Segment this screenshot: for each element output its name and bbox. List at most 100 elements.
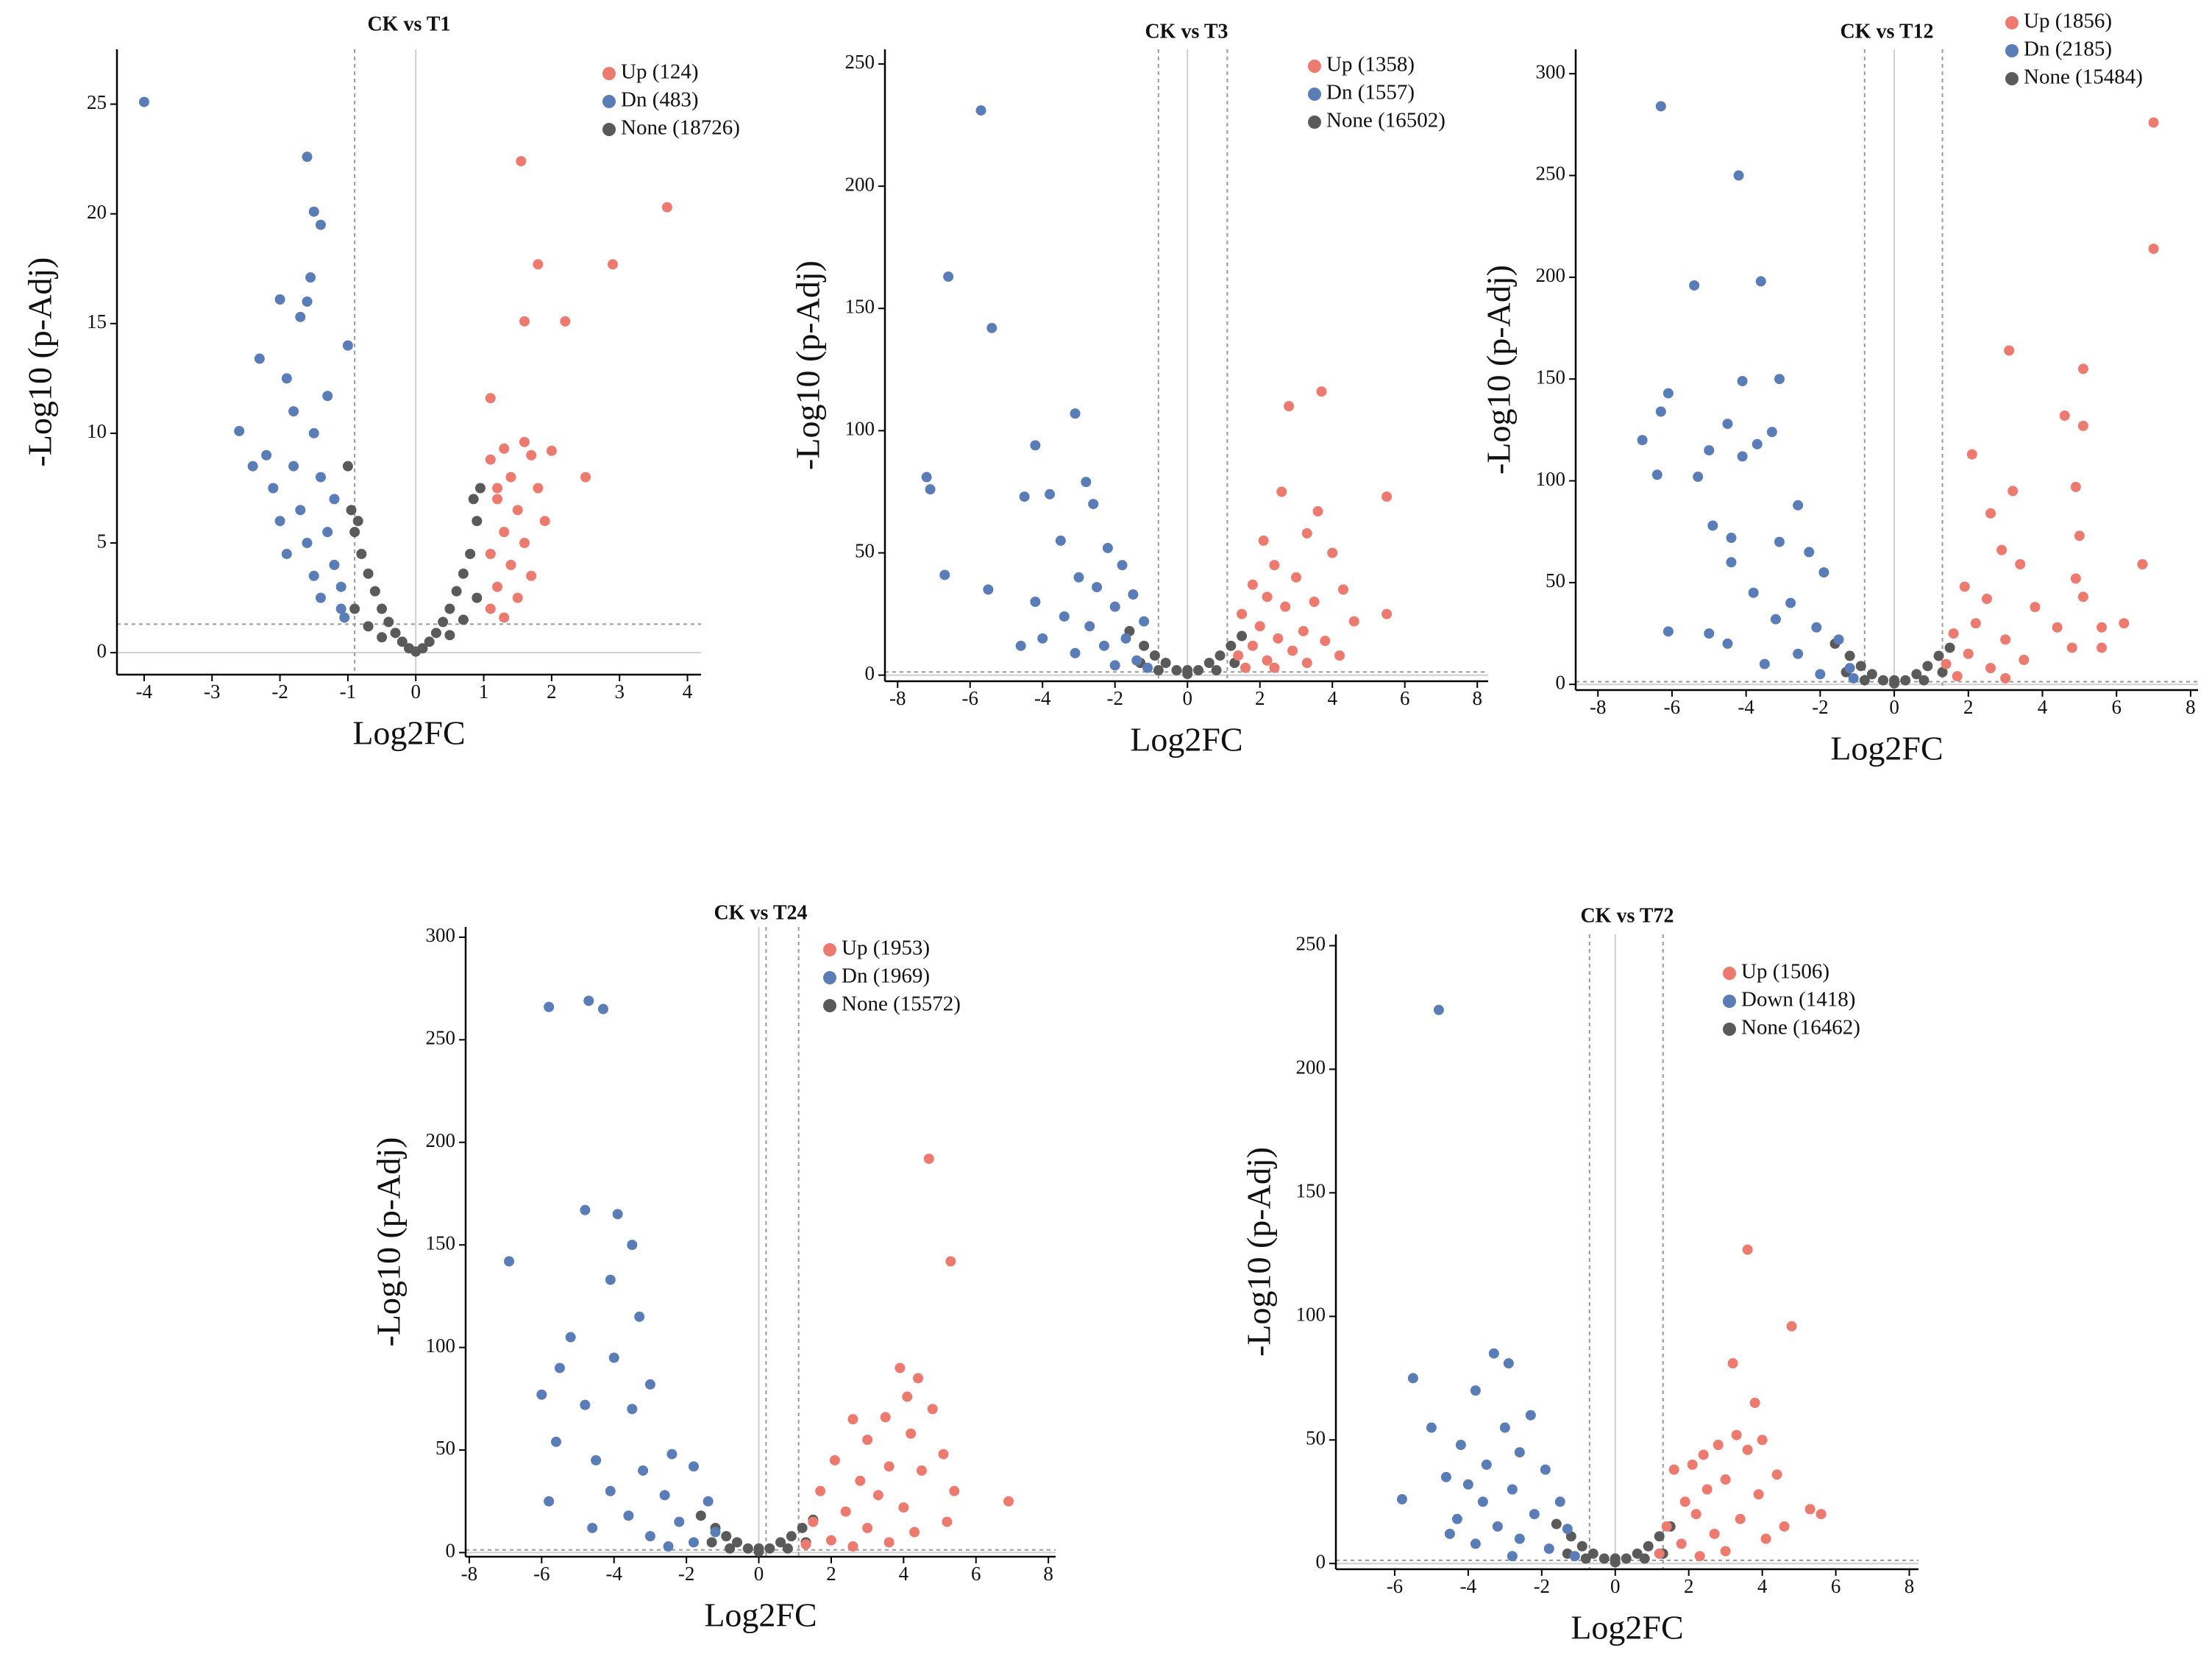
point	[1543, 1543, 1554, 1554]
point	[315, 472, 326, 483]
y-axis-label: -Log10 (p-Adj)	[21, 257, 59, 467]
point	[1488, 1348, 1499, 1359]
point	[872, 1490, 883, 1501]
point	[945, 1256, 956, 1267]
point	[274, 294, 285, 305]
point	[1651, 469, 1662, 480]
legend-label: Up (1856)	[2024, 10, 2112, 33]
point	[634, 1311, 645, 1322]
x-tick-label: -6	[961, 687, 978, 709]
point	[468, 494, 479, 505]
point	[526, 450, 537, 461]
point	[1948, 628, 1959, 639]
point	[565, 1332, 576, 1343]
point	[1109, 601, 1120, 612]
point	[1092, 582, 1103, 593]
point	[1587, 1548, 1598, 1559]
point	[2070, 481, 2081, 492]
point	[1576, 1541, 1587, 1552]
point	[1637, 435, 1648, 446]
point	[1720, 1474, 1731, 1485]
point	[1226, 640, 1237, 651]
point	[1793, 648, 1804, 659]
point	[1580, 1553, 1591, 1564]
x-tick-label: -2	[271, 681, 288, 703]
x-tick-label: 2	[1963, 696, 1974, 718]
point	[1722, 638, 1733, 649]
point	[1959, 581, 1970, 592]
y-tick-label: 50	[1306, 1427, 1326, 1449]
point	[2007, 486, 2019, 497]
legend-marker	[1723, 995, 1736, 1008]
point	[1655, 101, 1666, 112]
panel: -4 -3 -2 -1 0 1 2 3 4 0 5 10 15 20 25 CK vs T1 Log2FC -Lo…	[21, 13, 740, 751]
chart-title: CK vs T3	[1145, 20, 1228, 43]
point	[644, 1379, 655, 1390]
x-tick-label: 8	[1043, 1563, 1053, 1585]
point	[829, 1454, 840, 1465]
point	[1643, 1541, 1654, 1552]
point	[898, 1502, 909, 1513]
point	[883, 1461, 895, 1472]
point	[1654, 1531, 1665, 1542]
chart-title: CK vs T1	[367, 13, 450, 35]
x-tick-label: 8	[1472, 687, 1482, 709]
point	[1284, 401, 1295, 412]
x-tick-label: -6	[1387, 1575, 1404, 1597]
panel: -8 -6 -4 -2 0 2 4 6 8 0 50 100 150 200 250 300 CK vs T24…	[370, 901, 1056, 1634]
y-tick-label: 100	[845, 418, 875, 440]
point	[1704, 445, 1715, 456]
x-tick-label: -6	[533, 1563, 550, 1585]
x-tick-label: 4	[899, 1563, 909, 1585]
x-tick-label: 3	[614, 681, 625, 703]
x-tick-label: 0	[1889, 696, 1899, 718]
y-tick-label: 5	[97, 530, 107, 552]
point	[1131, 655, 1142, 666]
x-tick-label: 8	[2186, 696, 2196, 718]
point	[369, 586, 380, 597]
point	[1316, 386, 1327, 397]
point	[544, 1001, 555, 1012]
x-tick-label: 4	[683, 681, 693, 703]
point	[1273, 633, 1284, 644]
point	[2019, 655, 2030, 666]
point	[308, 570, 319, 581]
point	[1668, 1464, 1679, 1475]
point	[1381, 491, 1393, 502]
point	[1334, 650, 1345, 661]
point	[1455, 1440, 1466, 1451]
point	[1639, 1553, 1650, 1564]
point	[775, 1537, 786, 1548]
x-axis-label: Log2FC	[352, 714, 465, 752]
point	[1247, 579, 1258, 590]
point	[474, 483, 486, 494]
point	[1059, 611, 1070, 622]
point	[753, 1543, 764, 1554]
point	[1433, 1004, 1444, 1015]
legend-marker	[823, 999, 836, 1012]
point	[281, 373, 292, 384]
point	[939, 569, 950, 580]
x-tick-label: -2	[1812, 696, 1829, 718]
point	[1287, 645, 1298, 656]
point	[1760, 1533, 1771, 1544]
point	[608, 1352, 619, 1363]
y-tick-label: 15	[87, 310, 107, 333]
point	[335, 603, 346, 614]
x-tick-label: 2	[1255, 687, 1265, 709]
point	[1258, 535, 1269, 546]
y-tick-label: 10	[87, 420, 107, 442]
x-tick-label: -3	[204, 681, 221, 703]
point	[1507, 1551, 1518, 1562]
point	[2077, 363, 2088, 374]
point	[465, 548, 476, 559]
point	[539, 516, 550, 527]
point	[661, 202, 672, 213]
point	[1554, 1496, 1565, 1507]
legend-marker	[602, 95, 616, 108]
point	[2015, 559, 2026, 570]
point	[1182, 665, 1193, 676]
y-axis-label: -Log10 (p-Adj)	[370, 1137, 408, 1347]
point	[925, 484, 936, 495]
y-tick-label: 300	[1536, 60, 1566, 82]
